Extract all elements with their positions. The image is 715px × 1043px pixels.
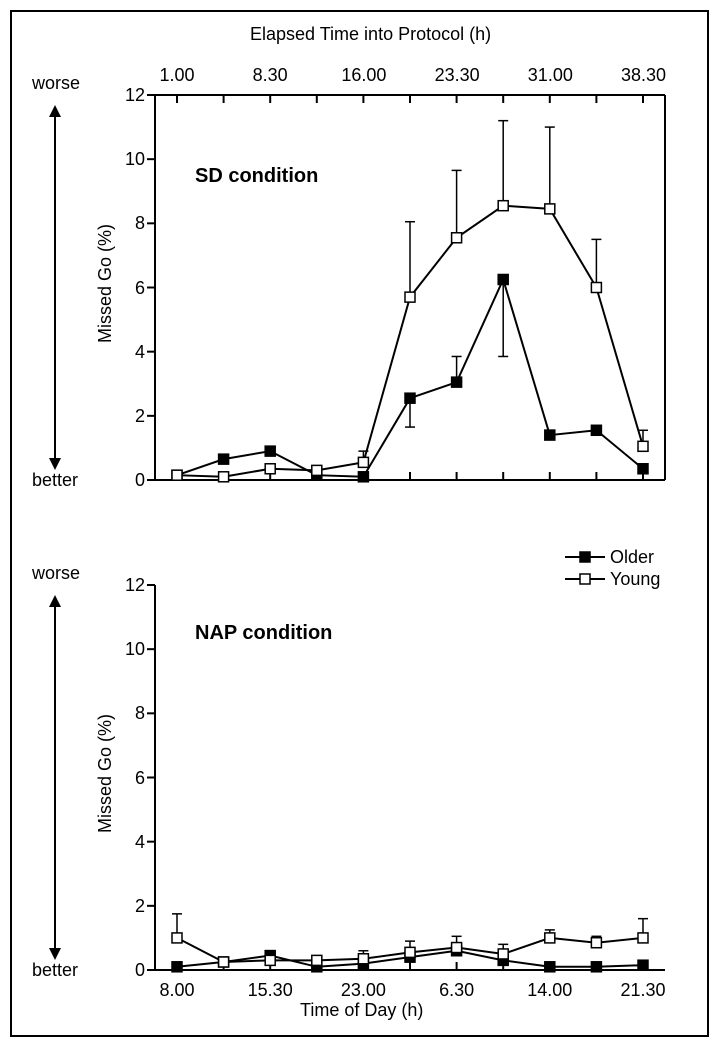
figure-page: Elapsed Time into Protocol (h) SD condit…: [0, 0, 715, 1043]
legend-older: Older: [610, 547, 654, 568]
bottom-axis-title: Time of Day (h): [300, 1000, 423, 1021]
condition-label-nap: NAP condition: [195, 622, 332, 645]
condition-label-sd: SD condition: [195, 165, 318, 188]
legend-young: Young: [610, 569, 660, 590]
